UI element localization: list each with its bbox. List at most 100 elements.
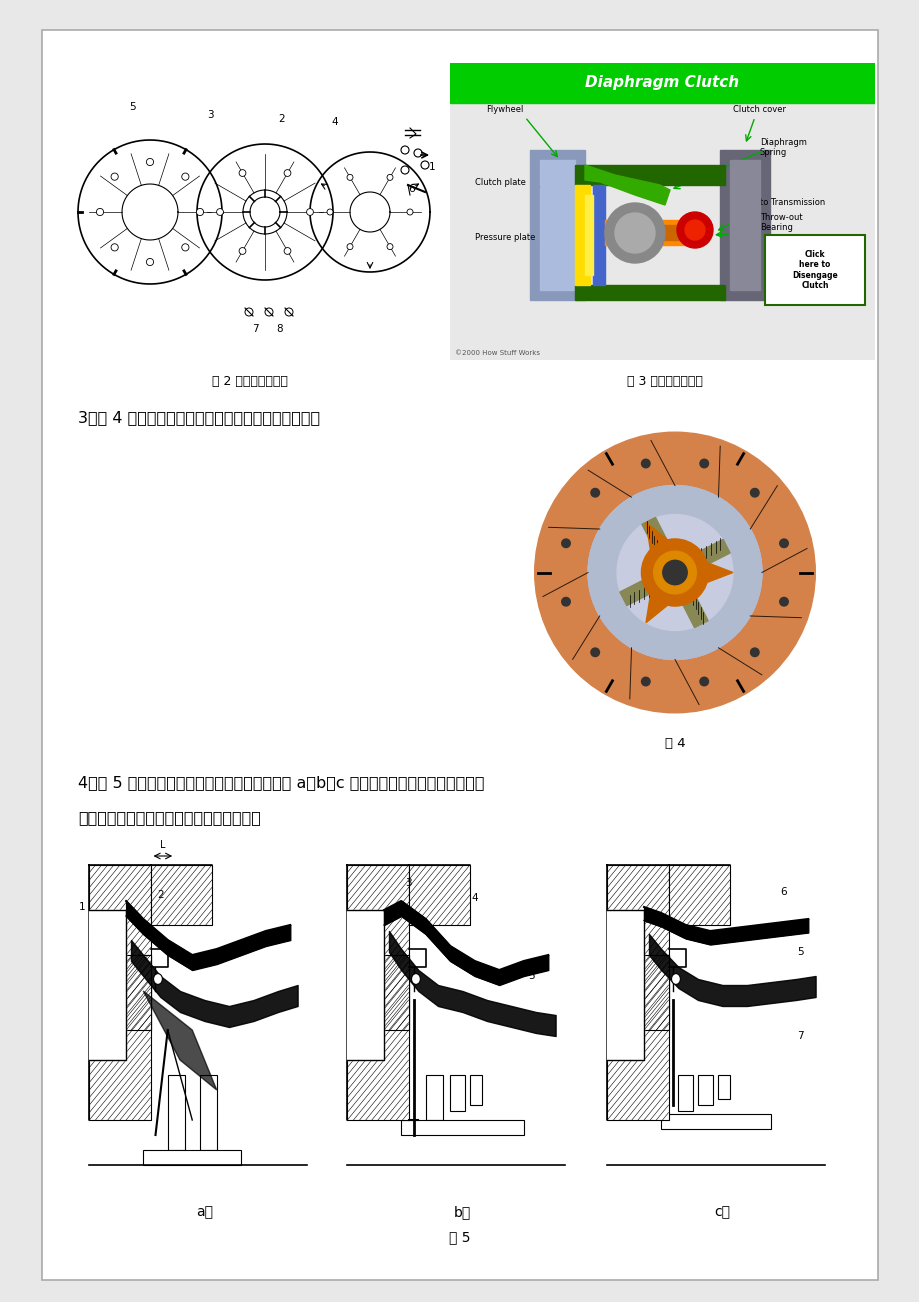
Bar: [607, 910, 643, 1060]
Circle shape: [401, 165, 409, 174]
Bar: [677, 1075, 692, 1111]
Circle shape: [306, 208, 313, 215]
Text: Diaphragm Clutch: Diaphragm Clutch: [584, 76, 738, 91]
Circle shape: [641, 677, 650, 686]
Bar: [401, 1120, 523, 1135]
Bar: [717, 1075, 729, 1099]
Text: 4: 4: [471, 893, 478, 904]
Text: 2: 2: [278, 115, 285, 124]
Text: a）: a）: [197, 1204, 213, 1219]
Circle shape: [153, 974, 162, 984]
Text: 1: 1: [428, 161, 435, 172]
Circle shape: [605, 203, 664, 263]
Bar: [199, 1075, 217, 1150]
Polygon shape: [645, 522, 667, 549]
Text: 5: 5: [129, 102, 135, 112]
Bar: [529, 150, 584, 299]
Text: 4、图 5 为膜片弹簧离合器的工作原理，请写出 a、b、c 图各是离合器的什么工作状态？: 4、图 5 为膜片弹簧离合器的工作原理，请写出 a、b、c 图各是离合器的什么工…: [78, 775, 484, 790]
Bar: [574, 285, 724, 299]
Circle shape: [652, 551, 696, 594]
Bar: [593, 185, 605, 285]
Text: （安装前位置、分离后位置、安装后位置）: （安装前位置、分离后位置、安装后位置）: [78, 810, 261, 825]
Text: 3、图 4 摩擦片中的弹簧名称是什么？它有什么作用？: 3、图 4 摩擦片中的弹簧名称是什么？它有什么作用？: [78, 410, 320, 424]
Circle shape: [750, 648, 758, 656]
Circle shape: [685, 220, 704, 240]
Bar: [539, 160, 574, 290]
Circle shape: [244, 309, 253, 316]
Bar: [151, 865, 211, 924]
Circle shape: [216, 208, 223, 215]
Bar: [765, 234, 864, 305]
Circle shape: [239, 169, 245, 177]
Text: 7: 7: [252, 324, 258, 335]
Bar: [720, 150, 769, 299]
Bar: [574, 165, 724, 185]
Polygon shape: [645, 595, 667, 622]
Bar: [729, 160, 759, 290]
Text: Click
here to
Disengage
Clutch: Click here to Disengage Clutch: [791, 250, 837, 290]
Text: 8: 8: [277, 324, 283, 335]
Text: Flywheel: Flywheel: [486, 105, 523, 115]
Text: 2: 2: [157, 891, 164, 900]
Bar: [607, 865, 668, 1120]
Text: ©2000 How Stuff Works: ©2000 How Stuff Works: [455, 350, 539, 355]
Circle shape: [587, 486, 761, 659]
Bar: [347, 910, 384, 1060]
Bar: [574, 185, 589, 285]
Circle shape: [285, 309, 292, 316]
Polygon shape: [584, 165, 669, 204]
Bar: [690, 539, 730, 569]
Bar: [425, 1075, 442, 1120]
Circle shape: [614, 214, 654, 253]
Text: b）: b）: [453, 1204, 471, 1219]
Bar: [408, 865, 470, 924]
Circle shape: [284, 247, 290, 254]
Bar: [167, 1075, 185, 1150]
Circle shape: [182, 173, 188, 180]
Bar: [470, 1075, 482, 1105]
Text: 6: 6: [408, 184, 414, 194]
Bar: [643, 954, 668, 1030]
Circle shape: [146, 258, 153, 266]
Circle shape: [534, 432, 814, 712]
Circle shape: [587, 486, 761, 659]
Circle shape: [671, 974, 680, 984]
Circle shape: [196, 208, 203, 216]
Circle shape: [387, 174, 392, 181]
Bar: [449, 62, 874, 103]
Bar: [609, 225, 689, 240]
Text: 5: 5: [797, 947, 803, 957]
Text: Clutch cover: Clutch cover: [732, 105, 786, 115]
Circle shape: [96, 208, 104, 216]
Bar: [661, 1115, 771, 1129]
Circle shape: [641, 539, 708, 605]
Circle shape: [346, 174, 353, 181]
Circle shape: [699, 460, 708, 467]
Text: 图 2 膜片弹簧离合器: 图 2 膜片弹簧离合器: [212, 375, 288, 388]
Circle shape: [411, 974, 420, 984]
Circle shape: [406, 210, 413, 215]
Text: c）: c）: [713, 1204, 729, 1219]
Bar: [584, 195, 593, 275]
Circle shape: [414, 148, 422, 158]
Circle shape: [590, 648, 599, 656]
Circle shape: [284, 169, 290, 177]
Text: to Transmission: to Transmission: [759, 198, 824, 207]
Bar: [143, 1150, 241, 1165]
Circle shape: [699, 677, 708, 686]
Polygon shape: [143, 991, 217, 1090]
Circle shape: [387, 243, 392, 250]
Circle shape: [182, 243, 188, 251]
Circle shape: [779, 539, 788, 548]
Text: 7: 7: [797, 1031, 803, 1042]
Text: Clutch plate: Clutch plate: [474, 178, 526, 187]
Bar: [605, 220, 694, 245]
Text: Pressure plate: Pressure plate: [474, 233, 535, 242]
Bar: [126, 954, 151, 1030]
Circle shape: [590, 488, 599, 497]
Circle shape: [326, 210, 333, 215]
Text: L: L: [160, 841, 165, 850]
Bar: [698, 1075, 712, 1105]
Circle shape: [676, 212, 712, 247]
Circle shape: [265, 309, 273, 316]
